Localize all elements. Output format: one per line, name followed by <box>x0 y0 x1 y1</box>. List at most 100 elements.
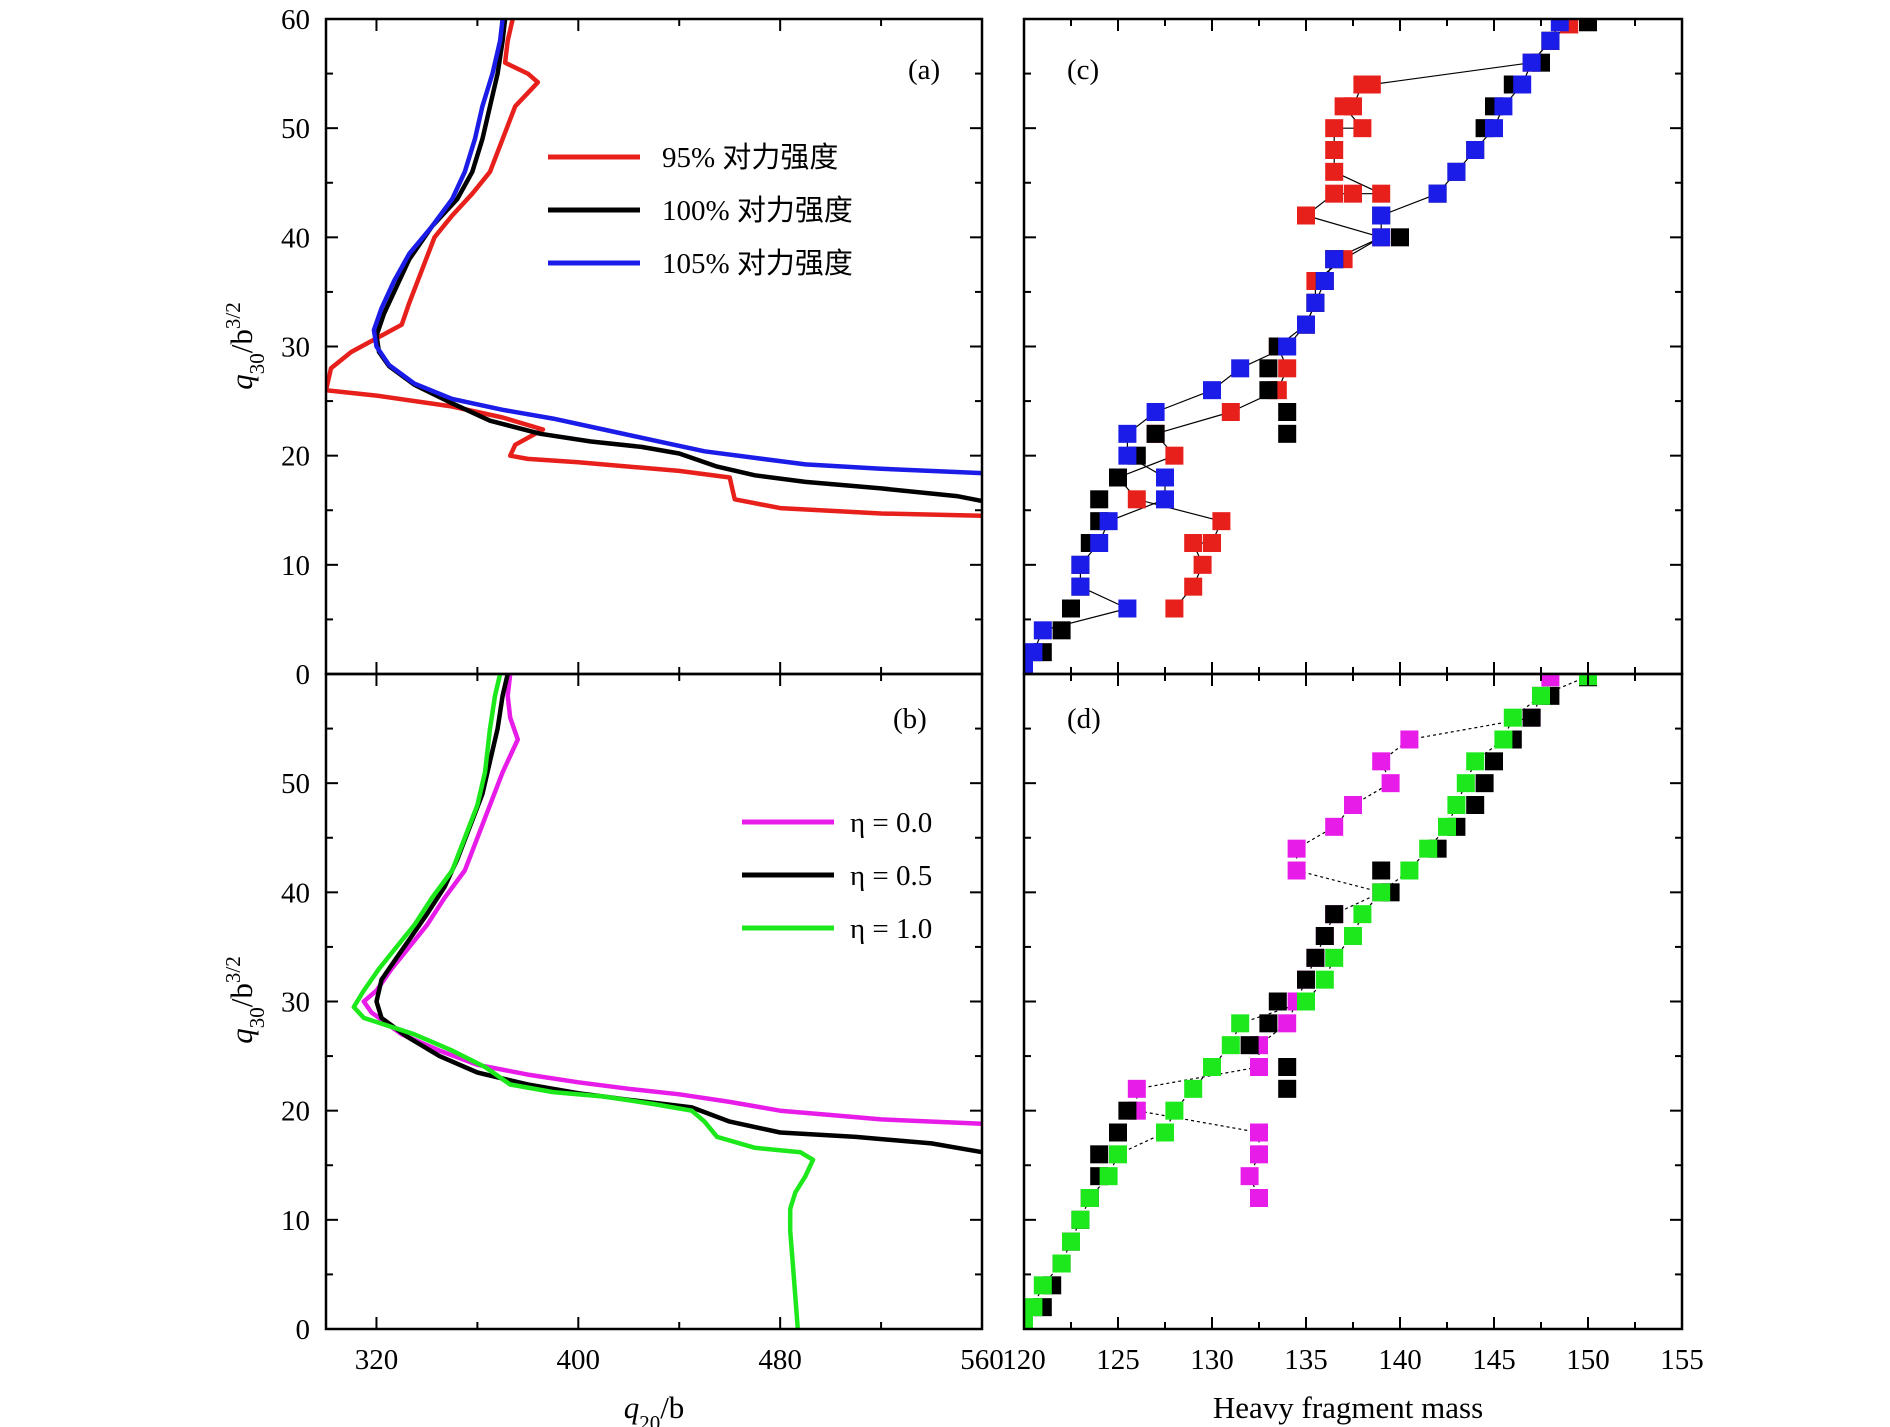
data-point <box>1090 1145 1109 1164</box>
data-point <box>1165 1101 1184 1120</box>
panel-d-markers <box>1024 674 1597 1329</box>
legend-label: η = 0.0 <box>850 807 932 839</box>
legend-label: η = 1.0 <box>850 913 932 945</box>
data-point <box>1447 796 1466 814</box>
data-point <box>1193 555 1212 574</box>
data-point <box>1287 839 1306 858</box>
data-point <box>1052 621 1071 640</box>
data-point <box>1203 381 1221 400</box>
connector-line <box>1380 193 1438 217</box>
panel-b-label: (b) <box>893 703 927 735</box>
y-tick-label: 20 <box>281 1096 310 1128</box>
data-point <box>1428 184 1447 203</box>
data-point <box>1127 490 1146 509</box>
data-point <box>1344 927 1362 945</box>
x-tick-label: 400 <box>557 1344 601 1376</box>
data-point <box>1071 577 1090 596</box>
connector-line <box>1305 214 1382 238</box>
data-point <box>1099 512 1118 531</box>
data-point <box>1250 1058 1268 1076</box>
data-point <box>1447 162 1466 181</box>
data-point <box>1522 708 1541 727</box>
data-point <box>1156 1123 1174 1142</box>
connector-line <box>1296 869 1382 893</box>
data-point <box>1325 162 1344 181</box>
data-point <box>1024 643 1043 662</box>
x-tick-label: 145 <box>1472 1344 1516 1376</box>
data-point <box>1522 53 1541 72</box>
panel-b-ticks <box>326 673 983 1330</box>
data-point <box>1156 490 1174 509</box>
connector-line <box>1136 1110 1260 1134</box>
data-point <box>1494 730 1513 749</box>
y-tick-label: 10 <box>281 550 310 582</box>
data-point <box>1259 1014 1278 1033</box>
data-point <box>1391 228 1409 247</box>
data-point <box>1550 19 1569 32</box>
data-point <box>1541 31 1560 50</box>
data-point <box>1400 730 1419 749</box>
data-point <box>1485 119 1503 138</box>
y-tick-label: 20 <box>281 441 310 473</box>
data-point <box>1325 141 1344 159</box>
data-point <box>1080 1189 1099 1207</box>
data-point <box>1325 817 1344 836</box>
data-point <box>1372 184 1391 203</box>
x-tick-label: 130 <box>1190 1344 1234 1376</box>
data-point <box>1513 75 1532 94</box>
data-point <box>1278 424 1297 443</box>
y-tick-label: 30 <box>281 987 310 1019</box>
data-point <box>1118 1101 1137 1120</box>
data-point <box>1203 534 1221 552</box>
data-point <box>1344 97 1362 116</box>
panel-a: (a) 95% 对力强度 100% 对力强度 105% 对力强度 0 10 20 30 40… <box>221 4 984 691</box>
x-tick-label: 140 <box>1378 1344 1422 1376</box>
data-point <box>1372 752 1391 771</box>
panel-d-xtick-labels: 120 125 130 135 140 145 150 155 <box>1002 1344 1704 1376</box>
data-point <box>1156 468 1174 487</box>
data-point <box>1372 206 1391 225</box>
panel-a-ylabel: q30/b3/2 <box>221 302 269 389</box>
series-line <box>371 19 982 476</box>
y-tick-label: 40 <box>281 222 310 254</box>
panel-d-label: (d) <box>1067 703 1101 735</box>
connector-line <box>1155 411 1231 435</box>
data-point <box>1024 1298 1043 1317</box>
data-point <box>1071 1210 1090 1229</box>
connector-line <box>1155 389 1213 413</box>
series-line <box>374 19 982 504</box>
data-point <box>1099 1167 1118 1186</box>
data-point <box>1362 75 1381 94</box>
data-point <box>1062 1232 1080 1251</box>
data-point <box>1259 359 1278 378</box>
data-point <box>1287 861 1306 880</box>
data-point <box>1297 970 1315 989</box>
data-point <box>1278 337 1297 356</box>
data-point <box>1466 141 1485 159</box>
series-line <box>361 674 982 1127</box>
y-tick-label: 50 <box>281 113 310 145</box>
data-point <box>1325 250 1344 269</box>
data-point <box>1109 1145 1127 1164</box>
panel-b-ylabel: q30/b3/2 <box>221 956 269 1043</box>
data-point <box>1541 674 1560 687</box>
panel-a-legend: 95% 对力强度 100% 对力强度 105% 对力强度 <box>548 141 853 280</box>
data-point <box>1297 992 1315 1011</box>
x-tick-label: 125 <box>1096 1344 1140 1376</box>
data-point <box>1503 708 1522 727</box>
x-tick-label: 560 <box>960 1344 1004 1376</box>
data-point <box>1400 861 1419 880</box>
data-point <box>1221 403 1240 421</box>
data-point <box>1372 861 1391 880</box>
x-tick-label: 150 <box>1566 1344 1610 1376</box>
data-point <box>1485 752 1503 771</box>
data-point <box>1109 468 1127 487</box>
data-point <box>1118 599 1137 618</box>
data-point <box>1315 970 1334 989</box>
y-tick-label: 60 <box>281 4 310 36</box>
data-point <box>1062 599 1080 618</box>
data-point <box>1306 293 1325 312</box>
panel-d-xlabel: Heavy fragment mass <box>1213 1390 1483 1425</box>
